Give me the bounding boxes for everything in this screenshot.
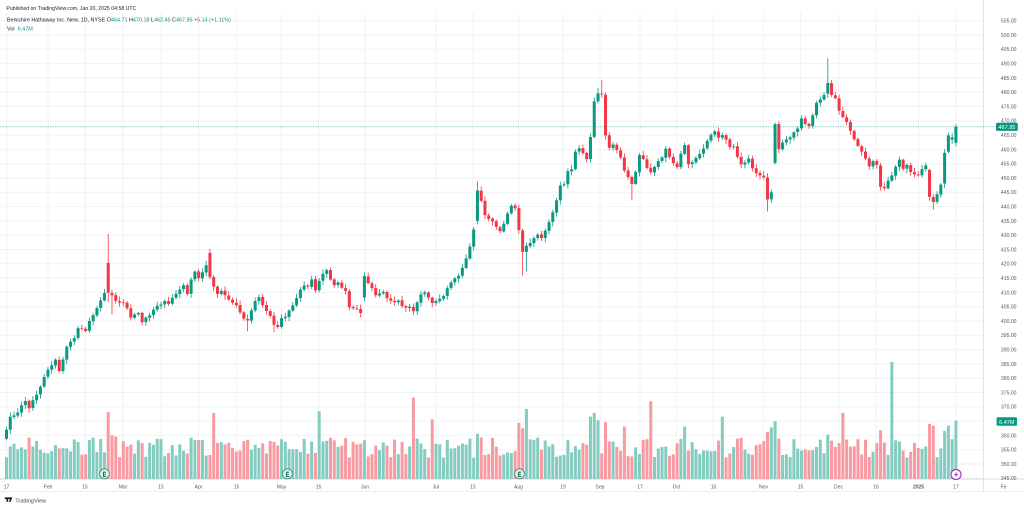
svg-text:Jun: Jun — [361, 485, 369, 491]
svg-text:395.00: 395.00 — [1001, 333, 1017, 339]
svg-text:TradingView: TradingView — [15, 498, 47, 504]
svg-text:Nov: Nov — [759, 485, 768, 491]
svg-text:Apr: Apr — [195, 485, 203, 491]
svg-text:Oct: Oct — [673, 485, 681, 491]
svg-text:450.00: 450.00 — [1001, 176, 1017, 182]
svg-text:Published on TradingView.com,: Published on TradingView.com, Jan 20, 20… — [6, 6, 136, 12]
svg-text:May: May — [277, 485, 287, 491]
svg-text:Vol: Vol — [7, 26, 15, 32]
svg-text:6.47M: 6.47M — [18, 26, 34, 32]
svg-text:455.00: 455.00 — [1001, 162, 1017, 168]
svg-text:495.00: 495.00 — [1001, 47, 1017, 53]
svg-text:17: 17 — [637, 485, 643, 491]
svg-text:Feb: Feb — [44, 485, 53, 491]
svg-text:475.00: 475.00 — [1001, 104, 1017, 110]
svg-text:410.00: 410.00 — [1001, 290, 1017, 296]
svg-text:430.00: 430.00 — [1001, 233, 1017, 239]
svg-text:15: 15 — [82, 485, 88, 491]
svg-text:385.00: 385.00 — [1001, 362, 1017, 368]
svg-text:Jul: Jul — [433, 485, 439, 491]
svg-text:Fe: Fe — [1001, 485, 1007, 491]
svg-text:Sep: Sep — [596, 485, 605, 491]
svg-text:435.00: 435.00 — [1001, 219, 1017, 225]
svg-text:Berkshire Hathaway Inc. New, 1: Berkshire Hathaway Inc. New, 1D, NYSE O4… — [7, 18, 231, 24]
svg-text:405.00: 405.00 — [1001, 305, 1017, 311]
svg-text:445.00: 445.00 — [1001, 190, 1017, 196]
svg-text:15: 15 — [234, 485, 240, 491]
svg-text:380.00: 380.00 — [1001, 376, 1017, 382]
svg-text:485.00: 485.00 — [1001, 76, 1017, 82]
svg-text:17: 17 — [953, 485, 959, 491]
svg-text:370.00: 370.00 — [1001, 405, 1017, 411]
svg-text:390.00: 390.00 — [1001, 348, 1017, 354]
svg-text:505.00: 505.00 — [1001, 19, 1017, 25]
svg-text:460.00: 460.00 — [1001, 147, 1017, 153]
svg-text:400.00: 400.00 — [1001, 319, 1017, 325]
svg-text:350.00: 350.00 — [1001, 462, 1017, 468]
svg-text:2025: 2025 — [913, 485, 924, 491]
svg-text:467.95: 467.95 — [998, 125, 1015, 131]
svg-text:465.00: 465.00 — [1001, 133, 1017, 139]
svg-text:19: 19 — [560, 485, 566, 491]
svg-text:Mar: Mar — [119, 485, 128, 491]
svg-text:375.00: 375.00 — [1001, 390, 1017, 396]
svg-text:490.00: 490.00 — [1001, 62, 1017, 68]
svg-text:17: 17 — [4, 485, 10, 491]
svg-text:15: 15 — [798, 485, 804, 491]
svg-text:420.00: 420.00 — [1001, 262, 1017, 268]
svg-text:15: 15 — [316, 485, 322, 491]
svg-text:440.00: 440.00 — [1001, 205, 1017, 211]
svg-text:15: 15 — [711, 485, 717, 491]
svg-text:Aug: Aug — [514, 485, 523, 491]
svg-text:15: 15 — [470, 485, 476, 491]
svg-text:345.00: 345.00 — [1001, 476, 1017, 482]
svg-text:360.00: 360.00 — [1001, 433, 1017, 439]
svg-text:415.00: 415.00 — [1001, 276, 1017, 282]
svg-text:500.00: 500.00 — [1001, 33, 1017, 39]
svg-text:470.00: 470.00 — [1001, 119, 1017, 125]
svg-text:6.47M: 6.47M — [999, 420, 1015, 426]
svg-text:16: 16 — [873, 485, 879, 491]
svg-text:355.00: 355.00 — [1001, 448, 1017, 454]
svg-text:480.00: 480.00 — [1001, 90, 1017, 96]
svg-text:425.00: 425.00 — [1001, 247, 1017, 253]
svg-text:15: 15 — [158, 485, 164, 491]
svg-text:Dec: Dec — [834, 485, 843, 491]
